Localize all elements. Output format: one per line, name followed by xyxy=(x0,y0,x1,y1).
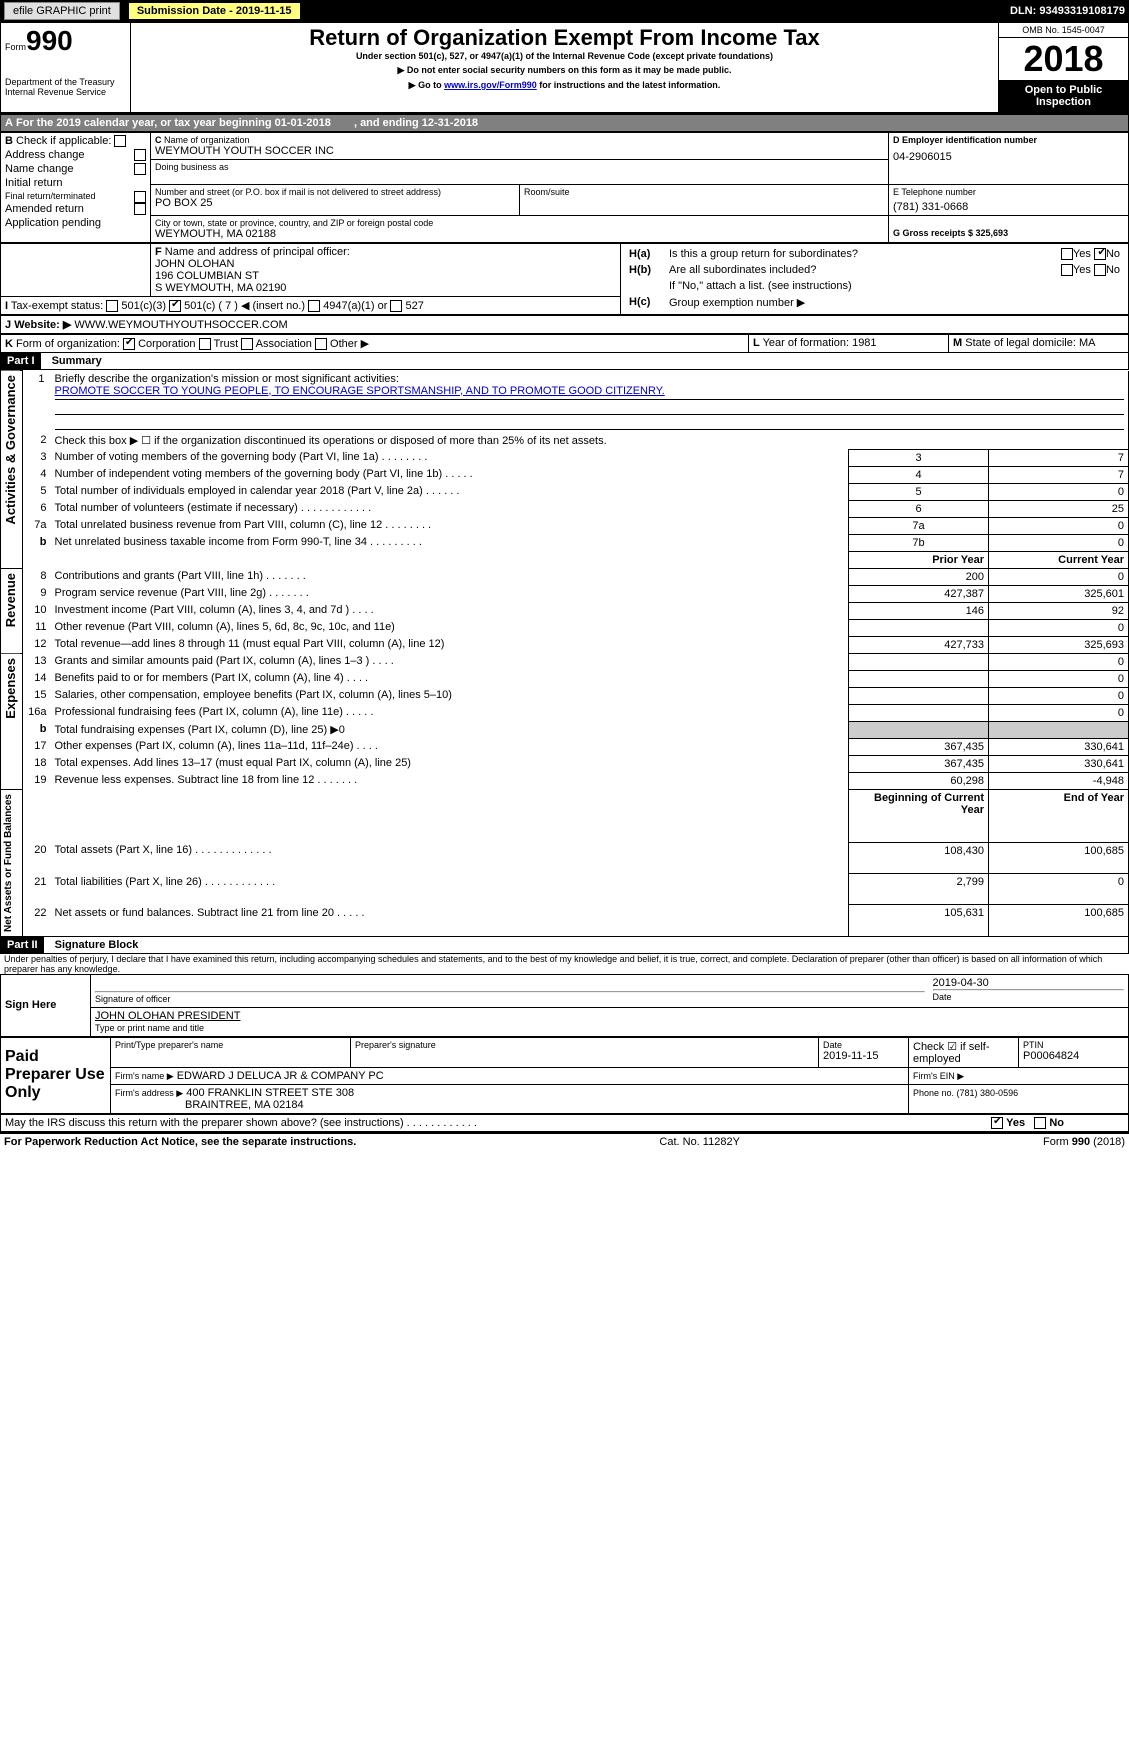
vlabel-rev: Revenue xyxy=(1,569,20,631)
street-value: PO BOX 25 xyxy=(155,197,515,209)
checkbox-icon[interactable] xyxy=(114,135,126,147)
checkbox-icon[interactable] xyxy=(308,300,320,312)
a-label: A xyxy=(5,117,13,129)
vlabel-exp: Expenses xyxy=(1,654,20,723)
vlabel-ag: Activities & Governance xyxy=(1,371,20,529)
paid-preparer-table: Paid Preparer Use Only Print/Type prepar… xyxy=(0,1037,1129,1114)
page-footer: For Paperwork Reduction Act Notice, see … xyxy=(0,1134,1129,1150)
vlabel-na: Net Assets or Fund Balances xyxy=(1,790,16,936)
subtitle-1: Under section 501(c), 527, or 4947(a)(1)… xyxy=(135,51,994,61)
subtitle-3: ▶ Go to www.irs.gov/Form990 for instruct… xyxy=(135,80,994,91)
b-opt: Name change xyxy=(5,163,146,175)
phone-value: (781) 331-0668 xyxy=(893,201,1124,213)
checkbox-icon[interactable] xyxy=(1061,248,1073,260)
checkbox-icon[interactable] xyxy=(199,338,211,350)
part1-title: Summary xyxy=(52,355,102,367)
officer-addr: 196 COLUMBIAN ST xyxy=(155,270,616,282)
sign-here-table: Sign Here Signature of officer 2019-04-3… xyxy=(0,974,1129,1037)
checkbox-icon[interactable] xyxy=(390,300,402,312)
checkbox-checked-icon[interactable] xyxy=(1094,248,1106,260)
checkbox-checked-icon[interactable] xyxy=(991,1117,1003,1129)
efile-button[interactable]: efile GRAPHIC print xyxy=(4,2,120,20)
website-value: WWW.WEYMOUTHYOUTHSOCCER.COM xyxy=(74,319,287,331)
checkbox-icon[interactable] xyxy=(315,338,327,350)
mission-text: PROMOTE SOCCER TO YOUNG PEOPLE, TO ENCOU… xyxy=(55,385,665,397)
footer-right: Form 990 (2018) xyxy=(1043,1136,1125,1148)
irs-link[interactable]: www.irs.gov/Form990 xyxy=(444,80,537,90)
section-b-to-g: B Check if applicable: Address change Na… xyxy=(0,132,1129,243)
summary-table: Activities & Governance 1 Briefly descri… xyxy=(0,370,1129,937)
b-opt: Amended return xyxy=(5,203,146,215)
irs-label: Internal Revenue Service xyxy=(5,87,126,97)
officer-name: JOHN OLOHAN xyxy=(155,258,616,270)
top-bar: efile GRAPHIC print Submission Date - 20… xyxy=(0,0,1129,22)
submission-date: Submission Date - 2019-11-15 xyxy=(128,2,301,20)
section-a: A For the 2019 calendar year, or tax yea… xyxy=(0,114,1129,132)
checkbox-icon[interactable] xyxy=(134,163,146,175)
footer-mid: Cat. No. 11282Y xyxy=(659,1136,740,1148)
officer-signed-name: JOHN OLOHAN PRESIDENT xyxy=(95,1010,1124,1022)
d-label: D Employer identification number xyxy=(893,135,1124,145)
street-label: Number and street (or P.O. box if mail i… xyxy=(155,187,515,197)
tax-year: 2018 xyxy=(999,38,1128,80)
checkbox-icon[interactable] xyxy=(1034,1117,1046,1129)
dln-label: DLN: 93493319108179 xyxy=(1010,5,1125,17)
b-opt: Initial return xyxy=(5,177,146,189)
form-header: Form990 Department of the Treasury Inter… xyxy=(0,22,1129,114)
checkbox-icon[interactable] xyxy=(134,203,146,215)
subtitle-2: ▶ Do not enter social security numbers o… xyxy=(135,65,994,76)
checkbox-icon[interactable] xyxy=(1094,264,1106,276)
paid-label: Paid Preparer Use Only xyxy=(1,1037,111,1113)
part2-label: Part II xyxy=(1,937,44,953)
a-text: For the 2019 calendar year, or tax year … xyxy=(16,117,331,129)
footer-left: For Paperwork Reduction Act Notice, see … xyxy=(4,1136,356,1148)
form-title: Return of Organization Exempt From Incom… xyxy=(135,25,994,51)
open-inspection: Open to Public Inspection xyxy=(999,80,1128,112)
b-label: B xyxy=(5,135,13,147)
a-ending: , and ending 12-31-2018 xyxy=(354,117,478,129)
dept-label: Department of the Treasury xyxy=(5,77,126,87)
checkbox-checked-icon[interactable] xyxy=(123,338,135,350)
checkbox-checked-icon[interactable] xyxy=(169,300,181,312)
checkbox-icon[interactable] xyxy=(1061,264,1073,276)
section-klm: K Form of organization: Corporation Trus… xyxy=(0,334,1129,353)
city-value: WEYMOUTH, MA 02188 xyxy=(155,228,884,240)
part1-label: Part I xyxy=(1,353,41,369)
b-opt: Application pending xyxy=(5,217,146,229)
city-label: City or town, state or province, country… xyxy=(155,218,884,228)
b-opt: Address change xyxy=(5,149,146,161)
checkbox-icon[interactable] xyxy=(134,149,146,161)
sign-here-label: Sign Here xyxy=(1,974,91,1036)
part2-title: Signature Block xyxy=(55,939,139,951)
form-number: Form990 xyxy=(5,25,126,57)
ein-value: 04-2906015 xyxy=(893,151,1124,163)
officer-addr: S WEYMOUTH, MA 02190 xyxy=(155,282,616,294)
checkbox-icon[interactable] xyxy=(106,300,118,312)
perjury-text: Under penalties of perjury, I declare th… xyxy=(0,954,1129,974)
discuss-row: May the IRS discuss this return with the… xyxy=(0,1114,1129,1132)
section-j: J Website: ▶ WWW.WEYMOUTHYOUTHSOCCER.COM xyxy=(0,315,1129,334)
omb-label: OMB No. 1545-0047 xyxy=(999,23,1128,38)
sign-date: 2019-04-30 xyxy=(933,977,1125,989)
section-f-h: F Name and address of principal officer:… xyxy=(0,243,1129,315)
checkbox-icon[interactable] xyxy=(134,191,146,203)
org-name: WEYMOUTH YOUTH SOCCER INC xyxy=(155,145,884,157)
room-label: Room/suite xyxy=(524,187,884,197)
b-opt: Final return/terminated xyxy=(5,191,146,201)
checkbox-icon[interactable] xyxy=(241,338,253,350)
dba-label: Doing business as xyxy=(155,162,884,172)
part1-header: Part I Summary xyxy=(0,353,1129,370)
g-label: G Gross receipts $ 325,693 xyxy=(893,228,1124,238)
e-label: E Telephone number xyxy=(893,187,1124,197)
